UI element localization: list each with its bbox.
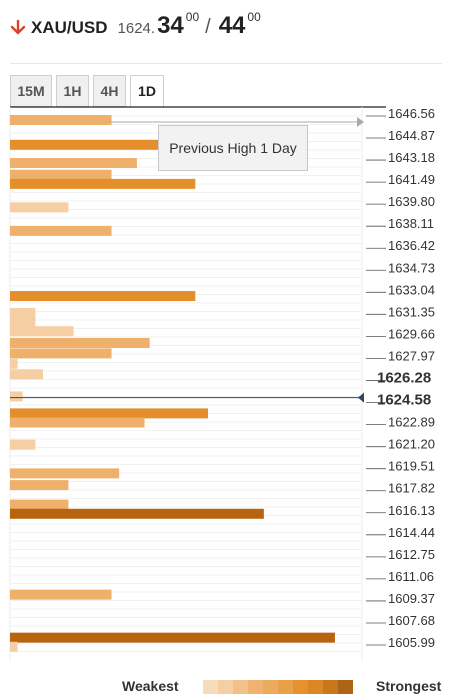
current-price-marker xyxy=(358,392,364,403)
bid-price-fraction: 00 xyxy=(185,10,200,24)
level-bar xyxy=(10,307,36,318)
price-tick-label: 1629.66 xyxy=(388,326,435,341)
price-tick-label: 1622.89 xyxy=(388,415,435,430)
level-bar xyxy=(10,480,69,491)
price-tick-label: 1636.42 xyxy=(388,238,435,253)
level-bar xyxy=(10,632,335,643)
tab-15m[interactable]: 15M xyxy=(10,75,52,107)
price-tick-label: 1605.99 xyxy=(388,635,435,650)
legend-swatch xyxy=(293,680,308,694)
level-bar xyxy=(10,158,137,169)
price-tick-label: 1641.49 xyxy=(388,172,435,187)
price-tick-label: 1646.56 xyxy=(388,106,435,121)
legend-swatch xyxy=(338,680,353,694)
price-tick-label: 1619.51 xyxy=(388,459,435,474)
strength-legend: Weakest Strongest xyxy=(0,675,455,697)
level-bar xyxy=(10,169,112,180)
pair-symbol: XAU/USD xyxy=(31,18,108,37)
price-tick-label: 1627.97 xyxy=(388,348,435,363)
legend-swatch xyxy=(323,680,338,694)
tooltip-pointer-arrow xyxy=(357,116,364,127)
bid-price-pips: 34 xyxy=(157,12,184,39)
price-tick-label: 1609.37 xyxy=(388,591,435,606)
legend-swatch xyxy=(218,680,233,694)
legend-swatch xyxy=(263,680,278,694)
price-tick-label: 1621.20 xyxy=(388,437,435,452)
price-tick-label: 1643.18 xyxy=(388,150,435,165)
level-bar xyxy=(10,348,112,359)
price-tick-label: 1638.11 xyxy=(388,216,434,231)
legend-swatch xyxy=(278,680,293,694)
price-tick-label: 1611.06 xyxy=(388,569,434,584)
level-bar xyxy=(10,326,74,337)
confluence-chart: 1646.56 1644.87 1643.18 1641.49 1639.80 1638.… xyxy=(9,106,435,660)
bid-price-prefix: 1624. xyxy=(117,20,156,37)
level-bar xyxy=(10,439,36,450)
level-bar xyxy=(10,369,43,380)
legend-swatch xyxy=(203,680,218,694)
timeframe-tabs: 15M 1H 4H 1D xyxy=(10,75,168,107)
price-tick-label: 1634.73 xyxy=(388,260,435,275)
level-bar xyxy=(10,337,150,348)
legend-swatch xyxy=(233,680,248,694)
price-tick-label: 1644.87 xyxy=(388,128,435,143)
legend-color-scale xyxy=(203,680,353,694)
level-bar xyxy=(10,358,18,369)
price-tick-label: 1624.58 xyxy=(377,392,431,409)
tab-4h[interactable]: 4H xyxy=(93,75,126,107)
legend-swatch xyxy=(248,680,263,694)
price-tick-label: 1639.80 xyxy=(388,194,435,209)
level-bar xyxy=(10,391,23,402)
price-tick-label: 1614.44 xyxy=(388,525,435,540)
level-bar xyxy=(10,114,112,125)
level-bar xyxy=(10,499,69,510)
level-bar xyxy=(10,317,36,328)
price-tick-label: 1626.28 xyxy=(377,369,431,386)
ask-price-pips: 44 xyxy=(218,12,246,39)
level-bar xyxy=(10,225,112,236)
price-tick-label: 1612.75 xyxy=(388,547,435,562)
level-bar xyxy=(10,508,264,519)
level-bar xyxy=(10,178,196,189)
price-header: XAU/USD 1624. 34 00 / 44 00 xyxy=(10,10,261,44)
level-bar xyxy=(10,291,196,302)
level-bar xyxy=(10,139,188,150)
price-separator: / xyxy=(205,16,211,38)
price-tick-label: 1616.13 xyxy=(388,503,435,518)
level-tooltip: Previous High 1 Day xyxy=(158,125,308,171)
price-tick-label: 1617.82 xyxy=(388,481,435,496)
legend-swatch xyxy=(308,680,323,694)
legend-strongest-label: Strongest xyxy=(376,678,442,694)
level-bar xyxy=(10,202,69,213)
level-bar xyxy=(10,641,18,652)
level-bar xyxy=(10,589,112,600)
price-tick-label: 1633.04 xyxy=(388,282,435,297)
price-tick-label: 1607.68 xyxy=(388,613,435,628)
price-tick-label: 1631.35 xyxy=(388,304,435,319)
level-bar xyxy=(10,408,208,419)
legend-weakest-label: Weakest xyxy=(122,678,179,694)
arrow-down-icon xyxy=(10,19,26,35)
header-divider xyxy=(10,63,442,64)
ask-price-fraction: 00 xyxy=(247,10,261,24)
level-bar xyxy=(10,468,120,479)
level-bar xyxy=(10,417,145,428)
